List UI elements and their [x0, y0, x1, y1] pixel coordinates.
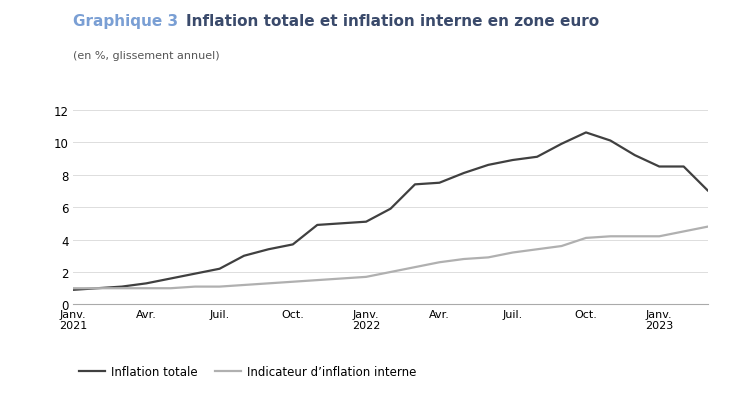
Inflation totale	[631, 153, 639, 158]
Inflation totale	[582, 130, 591, 135]
Inflation totale	[69, 288, 77, 292]
Inflation totale	[680, 165, 688, 170]
Indicateur d’inflation interne	[239, 283, 248, 288]
Indicateur d’inflation interne	[557, 244, 566, 249]
Indicateur d’inflation interne	[582, 236, 591, 241]
Inflation totale	[215, 267, 224, 272]
Indicateur d’inflation interne	[191, 284, 199, 289]
Inflation totale	[191, 272, 199, 276]
Inflation totale	[386, 207, 395, 211]
Indicateur d’inflation interne	[606, 234, 615, 239]
Indicateur d’inflation interne	[704, 225, 712, 229]
Inflation totale	[655, 165, 664, 170]
Line: Indicateur d’inflation interne: Indicateur d’inflation interne	[73, 227, 708, 288]
Indicateur d’inflation interne	[142, 286, 150, 291]
Indicateur d’inflation interne	[93, 286, 101, 291]
Legend: Inflation totale, Indicateur d’inflation interne: Inflation totale, Indicateur d’inflation…	[79, 365, 416, 378]
Inflation totale	[410, 182, 419, 187]
Text: Graphique 3: Graphique 3	[73, 14, 178, 29]
Inflation totale	[704, 189, 712, 194]
Inflation totale	[264, 247, 273, 252]
Indicateur d’inflation interne	[362, 275, 371, 280]
Indicateur d’inflation interne	[264, 281, 273, 286]
Inflation totale	[118, 284, 126, 289]
Text: (en %, glissement annuel): (en %, glissement annuel)	[73, 51, 220, 61]
Inflation totale	[93, 286, 101, 291]
Text: Inflation totale et inflation interne en zone euro: Inflation totale et inflation interne en…	[186, 14, 599, 29]
Indicateur d’inflation interne	[166, 286, 175, 291]
Inflation totale	[606, 139, 615, 144]
Indicateur d’inflation interne	[484, 255, 493, 260]
Indicateur d’inflation interne	[508, 250, 517, 255]
Indicateur d’inflation interne	[459, 257, 468, 262]
Inflation totale	[166, 276, 175, 281]
Inflation totale	[362, 220, 371, 225]
Inflation totale	[459, 171, 468, 176]
Inflation totale	[313, 223, 322, 228]
Inflation totale	[508, 158, 517, 163]
Inflation totale	[142, 281, 150, 286]
Indicateur d’inflation interne	[288, 280, 297, 285]
Indicateur d’inflation interne	[680, 229, 688, 234]
Indicateur d’inflation interne	[631, 234, 639, 239]
Indicateur d’inflation interne	[533, 247, 542, 252]
Indicateur d’inflation interne	[410, 265, 419, 270]
Indicateur d’inflation interne	[215, 284, 224, 289]
Inflation totale	[337, 221, 346, 226]
Indicateur d’inflation interne	[337, 276, 346, 281]
Inflation totale	[484, 163, 493, 168]
Indicateur d’inflation interne	[69, 286, 77, 291]
Indicateur d’inflation interne	[118, 286, 126, 291]
Inflation totale	[557, 142, 566, 147]
Indicateur d’inflation interne	[655, 234, 664, 239]
Indicateur d’inflation interne	[386, 270, 395, 275]
Inflation totale	[533, 155, 542, 160]
Indicateur d’inflation interne	[435, 260, 444, 265]
Inflation totale	[288, 243, 297, 247]
Inflation totale	[435, 181, 444, 186]
Line: Inflation totale: Inflation totale	[73, 133, 708, 290]
Inflation totale	[239, 254, 248, 258]
Indicateur d’inflation interne	[313, 278, 322, 283]
